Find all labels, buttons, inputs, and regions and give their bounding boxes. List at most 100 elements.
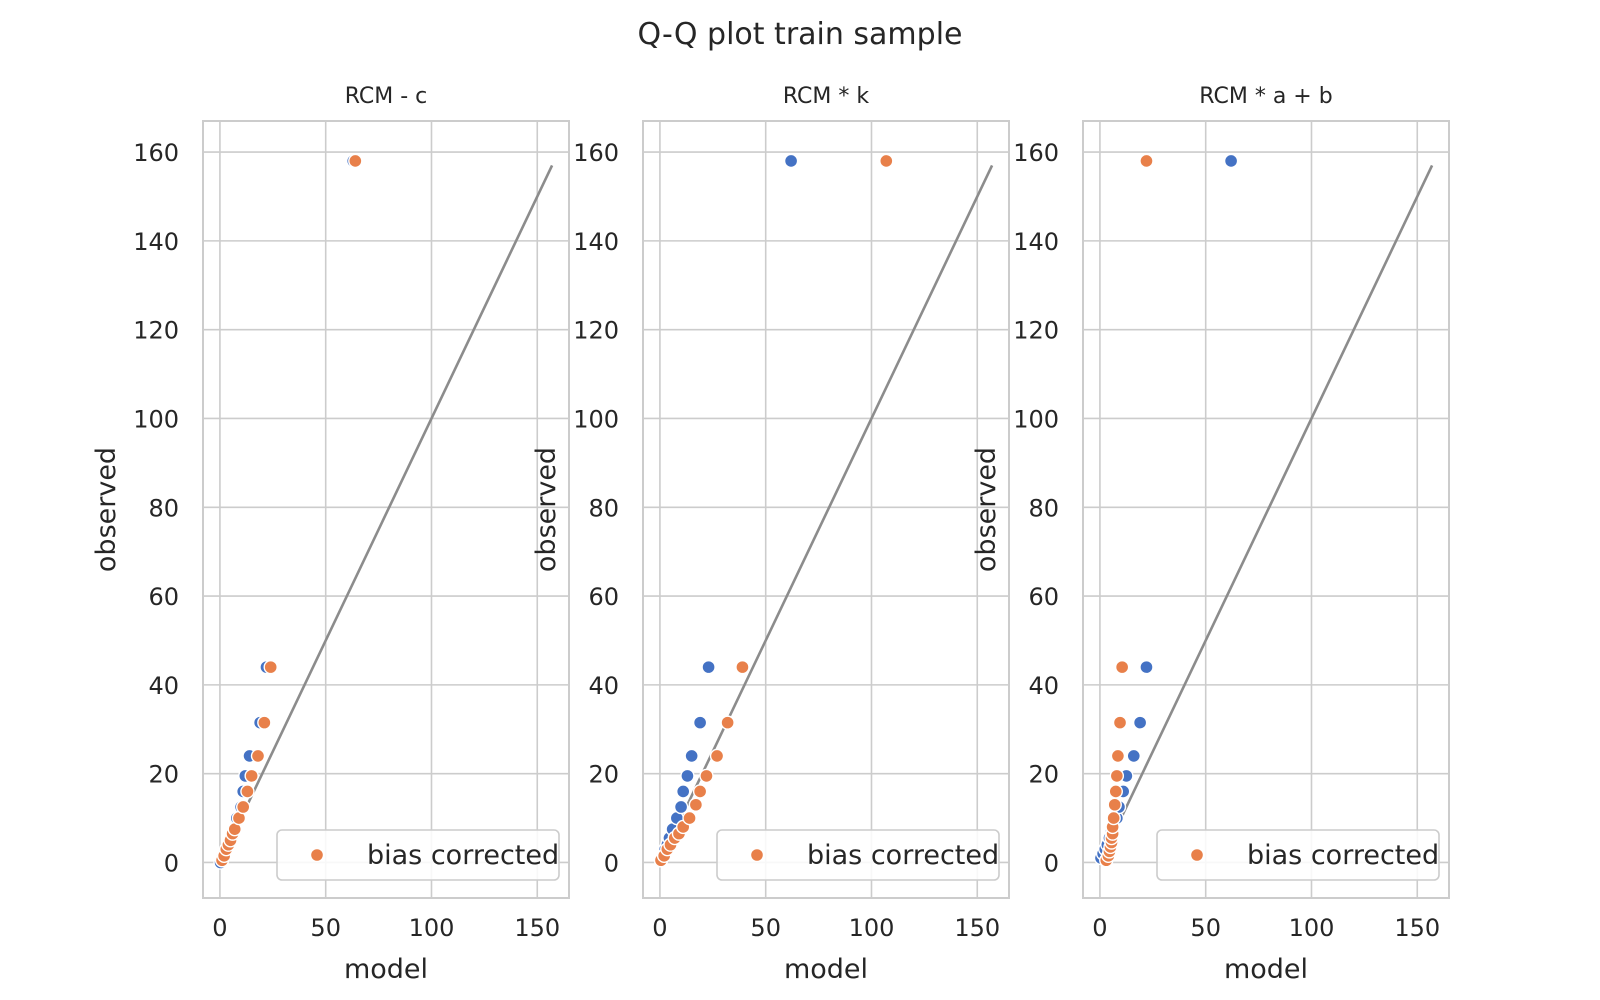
y-tick-label: 80 xyxy=(148,494,179,522)
x-tick-label: 50 xyxy=(310,914,341,942)
legend: bias corrected xyxy=(1156,829,1440,881)
y-tick-label: 140 xyxy=(573,228,619,256)
legend-marker xyxy=(1189,847,1205,863)
series-bias_corrected xyxy=(1099,153,1154,868)
scatter-point xyxy=(1223,153,1239,169)
panel-2: 0 50 100 150 0 20 40 60 80 100 120 140 160 RCM * k mod… xyxy=(531,84,1010,985)
series-bias_corrected xyxy=(653,153,894,868)
scatter-point xyxy=(257,715,272,730)
legend-marker xyxy=(749,847,765,863)
y-tick-label: 0 xyxy=(164,849,179,877)
y-tick-label: 0 xyxy=(604,849,619,877)
x-axis-label: model xyxy=(1224,954,1308,985)
scatter-point xyxy=(879,153,894,169)
x-tick-label: 150 xyxy=(1394,914,1440,942)
y-axis-label: observed xyxy=(91,447,122,572)
y-tick-label: 40 xyxy=(588,672,619,700)
grid xyxy=(643,121,1009,898)
legend-marker xyxy=(309,847,325,863)
scatter-point xyxy=(692,784,708,799)
x-tick-label: 150 xyxy=(954,914,1000,942)
scatter-point xyxy=(244,768,259,784)
y-axis-label: observed xyxy=(531,447,562,572)
panel-title: RCM * a + b xyxy=(1199,84,1332,109)
scatter-point xyxy=(688,797,704,812)
panel-1: 0 50 100 150 0 20 40 60 80 100 120 140 160 RCM - c mod… xyxy=(91,84,570,985)
scatter-point xyxy=(692,715,708,730)
figure-title: Q-Q plot train sample xyxy=(638,17,963,52)
scatter-point xyxy=(675,784,691,799)
scatter-point xyxy=(263,659,278,675)
scatter-point xyxy=(783,153,799,169)
y-tick-label: 80 xyxy=(588,494,619,522)
x-tick-label: 100 xyxy=(409,914,455,942)
x-tick-label: 150 xyxy=(514,914,560,942)
scatter-point xyxy=(735,659,750,675)
series-raw xyxy=(213,153,361,870)
y-tick-label: 80 xyxy=(1028,494,1059,522)
scatter-point xyxy=(1106,810,1121,826)
x-axis-label: model xyxy=(344,954,428,985)
x-tick-label: 100 xyxy=(1289,914,1335,942)
x-tick-label: 100 xyxy=(849,914,895,942)
legend-label: bias corrected xyxy=(1247,840,1439,871)
scatter-point xyxy=(250,748,266,764)
y-tick-label: 20 xyxy=(1028,761,1059,789)
scatter-point xyxy=(240,784,255,799)
scatter-point xyxy=(720,715,735,730)
series-bias_corrected xyxy=(214,153,363,868)
scatter-point xyxy=(1126,748,1141,764)
y-tick-label: 120 xyxy=(133,317,179,345)
panels-container: 0 50 100 150 0 20 40 60 80 100 120 140 160 RCM - c mod… xyxy=(91,84,1450,985)
y-tick-label: 160 xyxy=(133,139,179,167)
x-tick-label: 50 xyxy=(1190,914,1221,942)
y-tick-label: 140 xyxy=(133,228,179,256)
y-tick-label: 20 xyxy=(148,761,179,789)
axes-frame xyxy=(202,120,570,899)
identity-line xyxy=(218,164,554,864)
x-tick-label: 0 xyxy=(652,914,667,942)
y-tick-label: 160 xyxy=(1013,139,1059,167)
legend-box xyxy=(1156,829,1440,881)
legend-label: bias corrected xyxy=(807,840,999,871)
y-tick-label: 140 xyxy=(1013,228,1059,256)
y-tick-label: 40 xyxy=(148,672,179,700)
x-tick-label: 50 xyxy=(750,914,781,942)
panel-3: 0 50 100 150 0 20 40 60 80 100 120 140 160 RCM * a + … xyxy=(971,84,1450,985)
y-tick-label: 0 xyxy=(1044,849,1059,877)
y-tick-label: 160 xyxy=(573,139,619,167)
y-tick-label: 100 xyxy=(133,405,179,433)
y-tick-label: 60 xyxy=(148,583,179,611)
y-tick-label: 40 xyxy=(1028,672,1059,700)
scatter-point xyxy=(701,659,716,675)
legend: bias corrected xyxy=(716,829,1000,881)
scatter-point xyxy=(684,748,699,764)
identity-line xyxy=(1098,164,1434,864)
scatter-point xyxy=(1132,715,1148,730)
legend-box xyxy=(716,829,1000,881)
scatter-point xyxy=(1109,768,1125,784)
scatter-point xyxy=(673,799,689,815)
x-axis-label: model xyxy=(784,954,868,985)
scatter-point xyxy=(1110,748,1126,764)
series-raw xyxy=(653,153,799,868)
y-tick-label: 120 xyxy=(1013,317,1059,345)
panel-title: RCM * k xyxy=(783,84,870,109)
legend-box xyxy=(276,829,560,881)
axes-frame xyxy=(642,120,1010,899)
y-tick-label: 60 xyxy=(588,583,619,611)
y-axis-label: observed xyxy=(971,447,1002,572)
scatter-point xyxy=(699,768,714,784)
scatter-point xyxy=(1139,153,1154,169)
x-tick-label: 0 xyxy=(1092,914,1107,942)
scatter-point xyxy=(1139,659,1154,675)
scatter-point xyxy=(348,153,363,169)
legend-label: bias corrected xyxy=(367,840,559,871)
legend: bias corrected xyxy=(276,829,560,881)
scatter-point xyxy=(680,768,695,784)
scatter-point xyxy=(1107,797,1122,812)
y-tick-label: 60 xyxy=(1028,583,1059,611)
scatter-point xyxy=(1114,659,1130,675)
scatter-point xyxy=(1112,715,1128,730)
